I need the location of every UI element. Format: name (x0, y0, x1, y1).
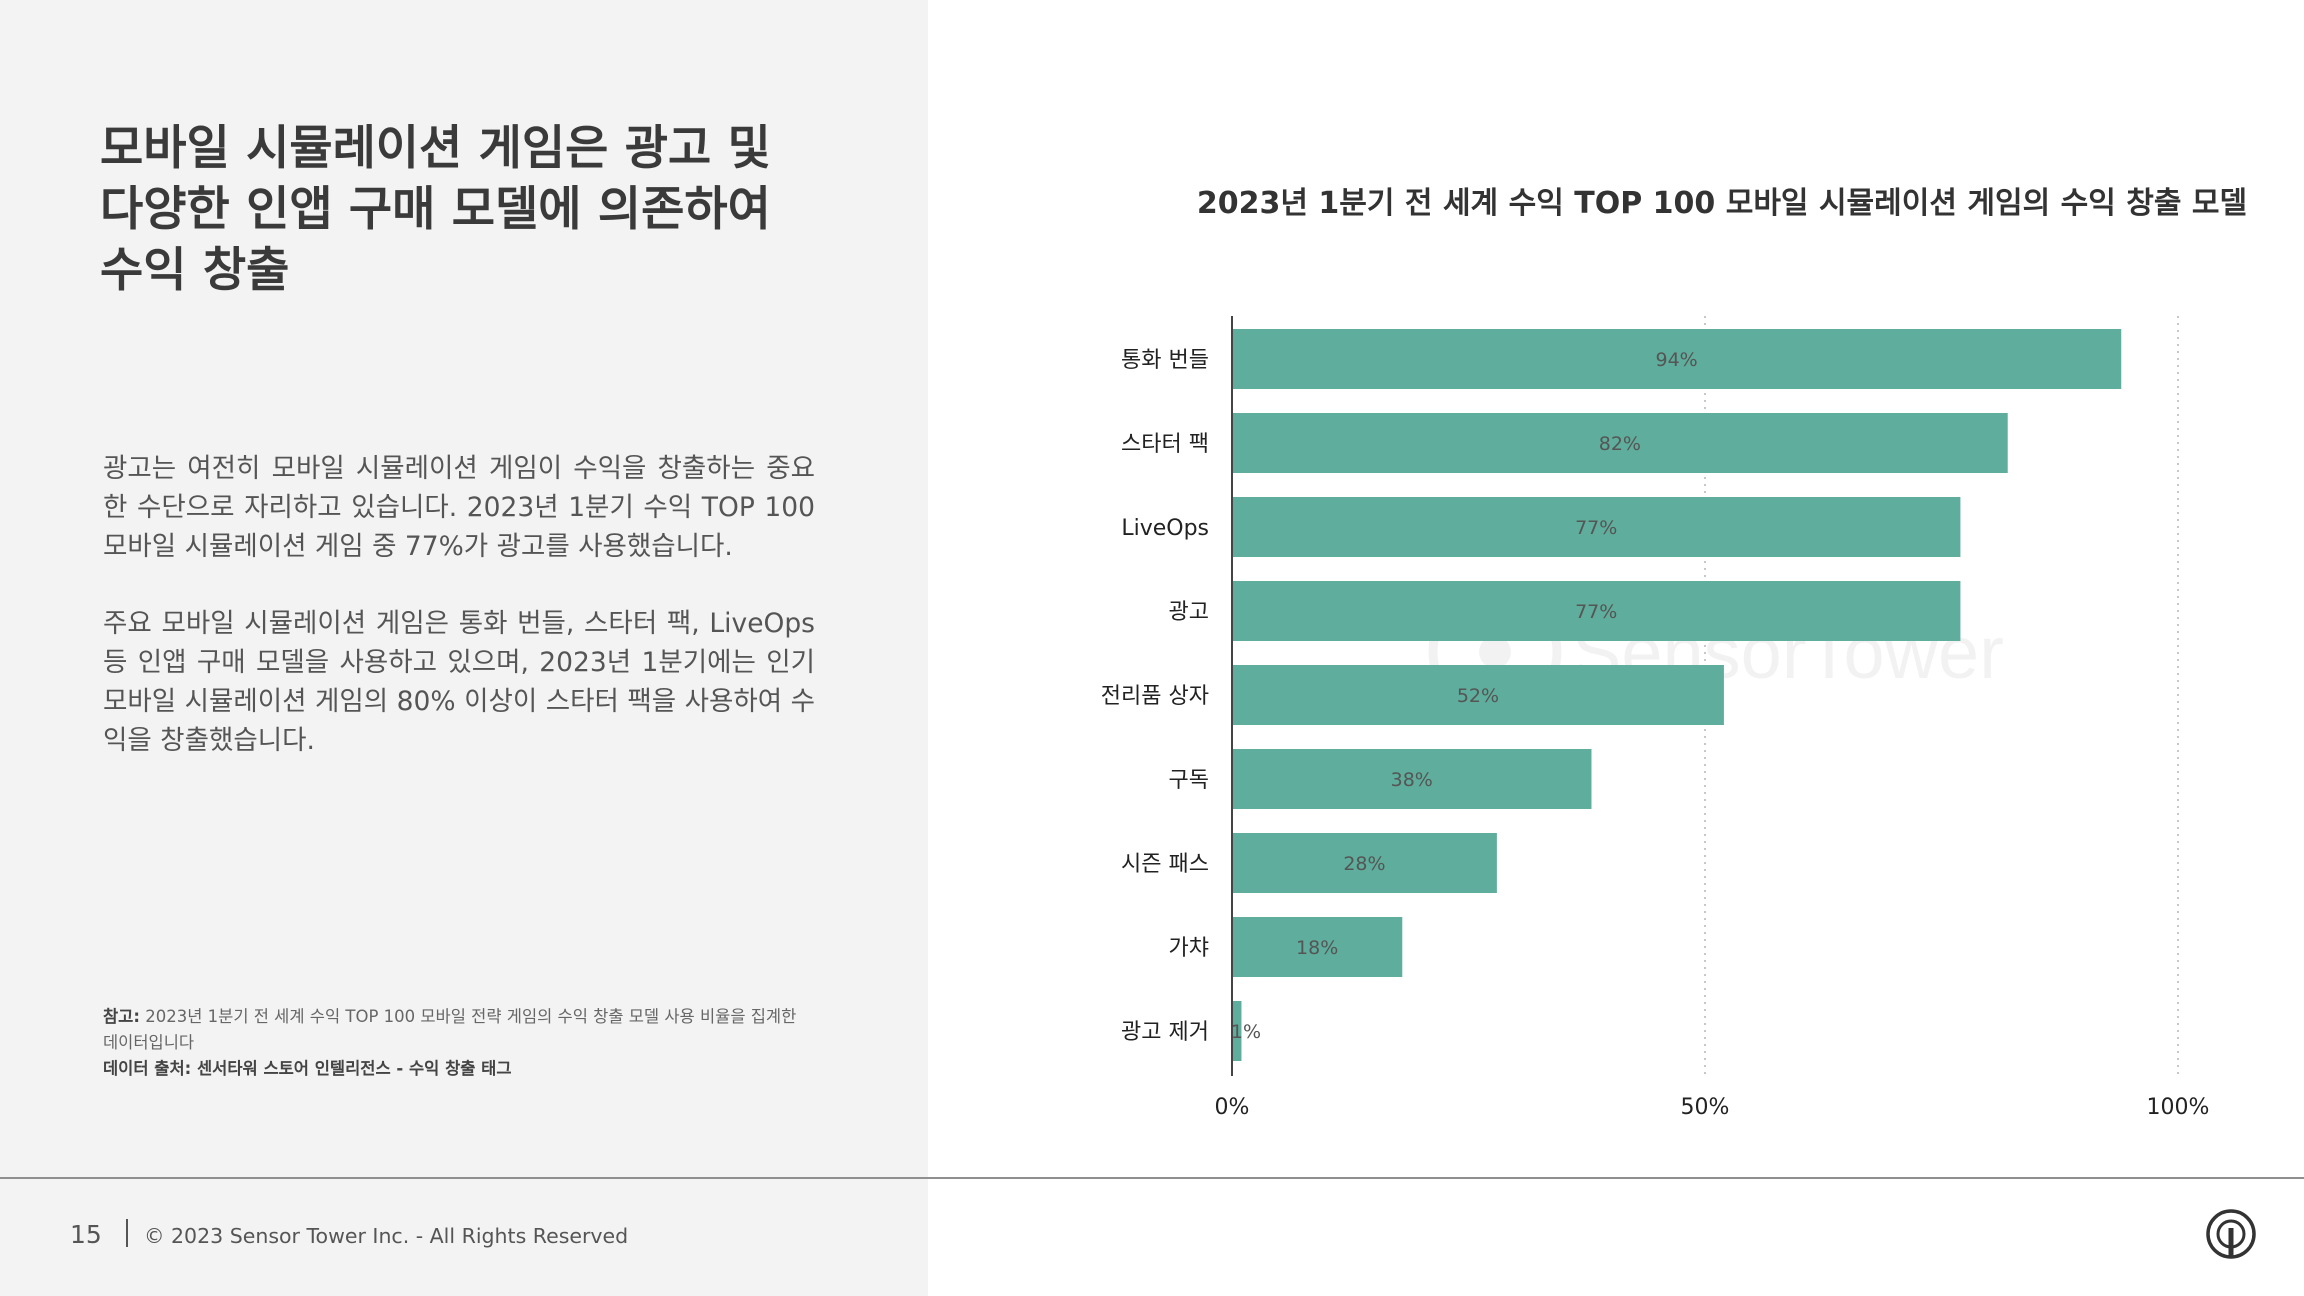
category-label: 스타터 팩 (1121, 432, 1209, 457)
data-label: 52% (1457, 685, 1499, 707)
note-text: 2023년 1분기 전 세계 수익 TOP 100 모바일 전략 게임의 수익 … (103, 1007, 797, 1052)
left-panel: 모바일 시뮬레이션 게임은 광고 및 다양한 인앱 구매 모델에 의존하여 수익… (0, 0, 928, 1296)
note-block: 참고: 2023년 1분기 전 세계 수익 TOP 100 모바일 전략 게임의… (103, 1004, 815, 1082)
copyright-text: © 2023 Sensor Tower Inc. - All Rights Re… (144, 1224, 629, 1248)
category-label: 통화 번들 (1121, 348, 1209, 373)
bar (1232, 833, 1497, 893)
x-tick-label: 0% (1215, 1095, 1250, 1120)
sensor-tower-logo-icon (2206, 1209, 2256, 1259)
bar (1232, 413, 2008, 473)
watermark-logo-core (1479, 636, 1511, 668)
data-label: 1% (1231, 1021, 1261, 1043)
x-tick-label: 50% (1681, 1095, 1730, 1120)
body-paragraph-2: 주요 모바일 시뮬레이션 게임은 통화 번들, 스타터 팩, LiveOps 등… (103, 608, 815, 756)
data-label: 38% (1391, 769, 1433, 791)
bar-chart: SensorTower 0% 50% 100%통화 번들 94%스타터 팩 82%Liv… (1101, 316, 2210, 1120)
page-headline: 모바일 시뮬레이션 게임은 광고 및 다양한 인앱 구매 모델에 의존하여 수익… (100, 121, 771, 298)
category-label: 전리품 상자 (1101, 684, 1209, 709)
bar (1232, 665, 1724, 725)
bar (1232, 1001, 1242, 1061)
x-tick-label: 100% (2147, 1095, 2210, 1120)
page-number: 15 (70, 1220, 102, 1249)
data-label: 82% (1599, 433, 1641, 455)
note-label: 참고: (103, 1007, 140, 1026)
bar (1232, 917, 1403, 977)
bar (1232, 581, 1961, 641)
category-label: 광고 제거 (1121, 1020, 1209, 1045)
category-label: LiveOps (1121, 516, 1209, 541)
bar (1232, 497, 1961, 557)
footer-divider (0, 1177, 2304, 1179)
data-label: 18% (1296, 937, 1338, 959)
data-label: 77% (1575, 517, 1617, 539)
bar (1232, 749, 1592, 809)
note-line: 참고: 2023년 1분기 전 세계 수익 TOP 100 모바일 전략 게임의… (103, 1004, 815, 1056)
category-label: 구독 (1169, 768, 1209, 793)
data-label: 94% (1656, 349, 1698, 371)
footer-separator (126, 1219, 128, 1247)
category-label: 시즌 패스 (1121, 852, 1209, 877)
category-label: 가챠 (1169, 936, 1209, 961)
category-label: 광고 (1169, 600, 1209, 625)
bar (1232, 329, 2122, 389)
data-label: 77% (1575, 601, 1617, 623)
chart-title: 2023년 1분기 전 세계 수익 TOP 100 모바일 시뮬레이션 게임의 … (1196, 186, 2248, 221)
body-paragraph-1: 광고는 여전히 모바일 시뮬레이션 게임이 수익을 창출하는 중요한 수단으로 … (103, 453, 815, 562)
source-text: 데이터 출처: 센서타워 스토어 인텔리전스 - 수익 창출 태그 (103, 1059, 512, 1078)
data-label: 28% (1343, 853, 1385, 875)
